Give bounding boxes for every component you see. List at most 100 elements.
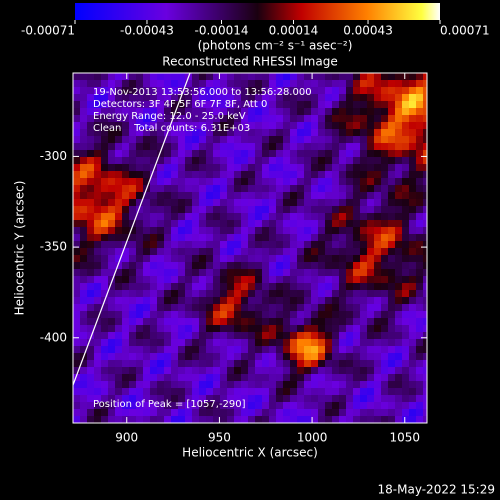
image-pixel	[290, 304, 297, 311]
image-pixel	[262, 269, 269, 276]
image-pixel	[325, 136, 332, 143]
image-pixel	[255, 122, 262, 129]
image-pixel	[185, 227, 192, 234]
image-pixel	[108, 402, 115, 409]
image-pixel	[374, 199, 381, 206]
image-pixel	[311, 318, 318, 325]
image-pixel	[423, 346, 427, 353]
image-pixel	[178, 87, 185, 94]
image-pixel	[234, 178, 241, 185]
image-pixel	[192, 87, 199, 94]
image-pixel	[311, 311, 318, 318]
image-pixel	[262, 276, 269, 283]
image-pixel	[143, 171, 150, 178]
image-pixel	[353, 395, 360, 402]
image-pixel	[213, 122, 220, 129]
image-pixel	[73, 367, 80, 374]
image-pixel	[157, 129, 164, 136]
image-pixel	[143, 178, 150, 185]
image-pixel	[136, 367, 143, 374]
image-pixel	[360, 185, 367, 192]
image-pixel	[213, 164, 220, 171]
image-pixel	[346, 143, 353, 150]
image-pixel	[388, 108, 395, 115]
image-pixel	[115, 346, 122, 353]
image-pixel	[178, 255, 185, 262]
image-pixel	[185, 136, 192, 143]
image-pixel	[115, 374, 122, 381]
image-pixel	[255, 136, 262, 143]
image-pixel	[416, 269, 423, 276]
image-pixel	[325, 206, 332, 213]
image-pixel	[206, 353, 213, 360]
image-pixel	[227, 150, 234, 157]
image-pixel	[332, 143, 339, 150]
image-pixel	[325, 353, 332, 360]
image-pixel	[87, 346, 94, 353]
image-pixel	[87, 150, 94, 157]
image-pixel	[157, 318, 164, 325]
image-pixel	[164, 87, 171, 94]
image-pixel	[374, 297, 381, 304]
image-pixel	[276, 115, 283, 122]
image-pixel	[311, 94, 318, 101]
image-pixel	[367, 171, 374, 178]
image-pixel	[199, 115, 206, 122]
image-pixel	[129, 185, 136, 192]
image-pixel	[262, 87, 269, 94]
image-pixel	[423, 248, 427, 255]
image-pixel	[136, 325, 143, 332]
image-pixel	[164, 122, 171, 129]
image-pixel	[248, 248, 255, 255]
image-pixel	[423, 353, 427, 360]
image-pixel	[360, 192, 367, 199]
image-pixel	[297, 220, 304, 227]
image-pixel	[87, 311, 94, 318]
image-pixel	[206, 360, 213, 367]
image-pixel	[402, 80, 409, 87]
image-pixel	[381, 283, 388, 290]
image-pixel	[339, 213, 346, 220]
image-pixel	[241, 220, 248, 227]
image-pixel	[297, 276, 304, 283]
image-pixel	[332, 304, 339, 311]
image-pixel	[206, 192, 213, 199]
image-pixel	[185, 185, 192, 192]
image-pixel	[199, 164, 206, 171]
image-pixel	[80, 409, 87, 416]
image-pixel	[388, 311, 395, 318]
image-pixel	[241, 73, 248, 80]
image-pixel	[115, 157, 122, 164]
image-pixel	[199, 318, 206, 325]
image-pixel	[402, 325, 409, 332]
image-pixel	[402, 241, 409, 248]
image-pixel	[185, 325, 192, 332]
image-pixel	[276, 206, 283, 213]
image-pixel	[73, 199, 80, 206]
image-pixel	[269, 304, 276, 311]
image-pixel	[150, 276, 157, 283]
image-pixel	[227, 220, 234, 227]
image-pixel	[388, 360, 395, 367]
image-pixel	[157, 269, 164, 276]
image-pixel	[101, 171, 108, 178]
image-pixel	[374, 395, 381, 402]
annotation: Energy Range: 12.0 - 25.0 keV	[93, 111, 246, 122]
image-pixel	[157, 213, 164, 220]
image-pixel	[423, 374, 427, 381]
image-pixel	[311, 255, 318, 262]
image-pixel	[409, 171, 416, 178]
image-pixel	[178, 374, 185, 381]
image-pixel	[241, 318, 248, 325]
image-pixel	[115, 241, 122, 248]
image-pixel	[311, 115, 318, 122]
image-pixel	[304, 325, 311, 332]
image-pixel	[115, 325, 122, 332]
image-pixel	[290, 241, 297, 248]
image-pixel	[178, 416, 185, 423]
image-pixel	[304, 381, 311, 388]
image-pixel	[353, 122, 360, 129]
image-pixel	[374, 262, 381, 269]
image-pixel	[388, 199, 395, 206]
image-pixel	[290, 248, 297, 255]
